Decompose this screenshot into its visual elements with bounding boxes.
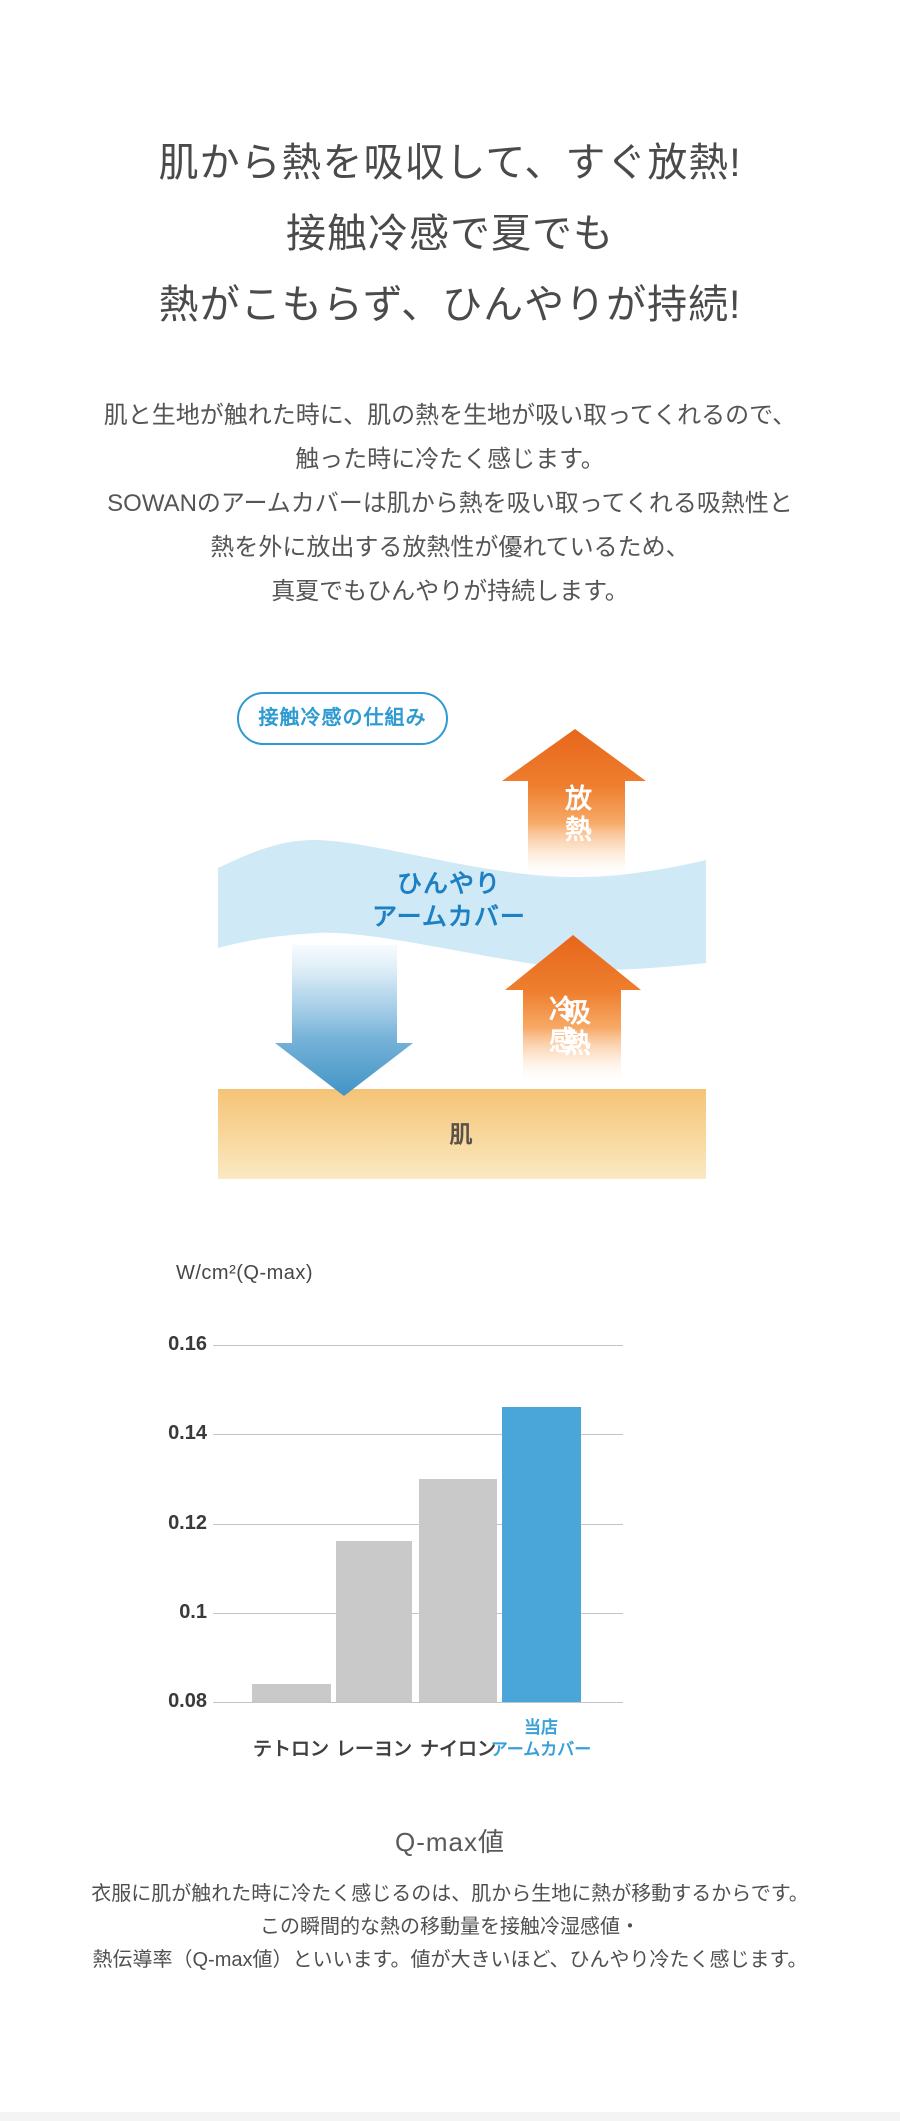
category-label: テトロン [252, 1739, 329, 1760]
category-label: ナイロン [419, 1739, 496, 1760]
bar-レーヨン [336, 1541, 412, 1702]
footer-note: 衣服に肌が触れた時に冷たく感じるのは、肌から生地に熱が移動するからです。 この瞬… [0, 1878, 900, 1977]
gridline [213, 1612, 623, 1614]
heat-release-label: 放熱 [561, 784, 591, 846]
gridline [213, 1702, 623, 1703]
intro-line: 触った時に冷たく感じます。 [295, 446, 605, 473]
intro-line: SOWANのアームカバーは肌から熱を吸い取ってくれる吸熱性と [107, 490, 793, 517]
arm-cover-label: ひんやり アームカバー [372, 870, 526, 931]
heat-absorb-label: 吸熱 [560, 998, 590, 1060]
arm-cover-wave-band [218, 839, 706, 970]
intro-line: 熱を外に放出する放熱性が優れているため、 [210, 534, 690, 561]
y-axis-unit-label: W/cm²(Q-max) [176, 1262, 314, 1284]
cool-feel-arrow-icon [275, 945, 413, 1096]
gridline [213, 1434, 623, 1436]
heat-absorb-arrow-icon [505, 935, 641, 1085]
bar-当店アームカバー [502, 1407, 581, 1702]
headline-line: 接触冷感で夏でも [286, 212, 614, 256]
next-section-edge [0, 2112, 900, 2121]
qmax-chart: W/cm²(Q-max) 0.16 0.14 0.12 0.1 0.08 テトロン レーヨン… [0, 1256, 900, 1816]
gridline [213, 1345, 623, 1346]
category-label: レーヨン [335, 1739, 412, 1760]
bar-テトロン [252, 1684, 331, 1702]
category-label: 当店 アームカバー [490, 1718, 592, 1759]
gridline [213, 1523, 623, 1525]
intro-line: 肌と生地が触れた時に、肌の熱を生地が吸い取ってくれるので、 [103, 402, 797, 429]
cool-feel-label: 冷感 [545, 995, 575, 1057]
headline-line: 肌から熱を吸収して、すぐ放熱! [158, 141, 742, 185]
chart-title: Q-max値 [394, 1827, 505, 1857]
cooling-mechanism-badge: 接触冷感の仕組み [237, 692, 448, 745]
y-tick-label: 0.1 [179, 1600, 207, 1623]
heat-release-arrow-icon [502, 729, 646, 880]
footer-line: 衣服に肌が触れた時に冷たく感じるのは、肌から生地に熱が移動するからです。 [91, 1883, 809, 1905]
y-tick-label: 0.16 [168, 1333, 207, 1355]
y-tick-label: 0.12 [168, 1511, 207, 1534]
intro-paragraph: 肌と生地が触れた時に、肌の熱を生地が吸い取ってくれるので、 触った時に冷たく感じ… [0, 394, 900, 614]
headline: 肌から熱を吸収して、すぐ放熱! 接触冷感で夏でも 熱がこもらず、ひんやりが持続! [0, 128, 900, 341]
skin-band: 肌 [218, 1089, 706, 1179]
cooling-mechanism-diagram: 肌 [218, 690, 706, 1182]
bar-ナイロン [419, 1479, 497, 1702]
y-tick-label: 0.14 [168, 1422, 207, 1445]
footer-line: 熱伝導率（Q-max値）といいます。値が大きいほど、ひんやり冷たく感じます。 [92, 1949, 808, 1971]
intro-line: 真夏でもひんやりが持続します。 [271, 578, 629, 605]
headline-line: 熱がこもらず、ひんやりが持続! [158, 283, 742, 327]
skin-label: 肌 [449, 1121, 475, 1147]
y-tick-label: 0.08 [168, 1690, 207, 1712]
footer-line: この瞬間的な熱の移動量を接触冷湿感値・ [260, 1916, 640, 1938]
